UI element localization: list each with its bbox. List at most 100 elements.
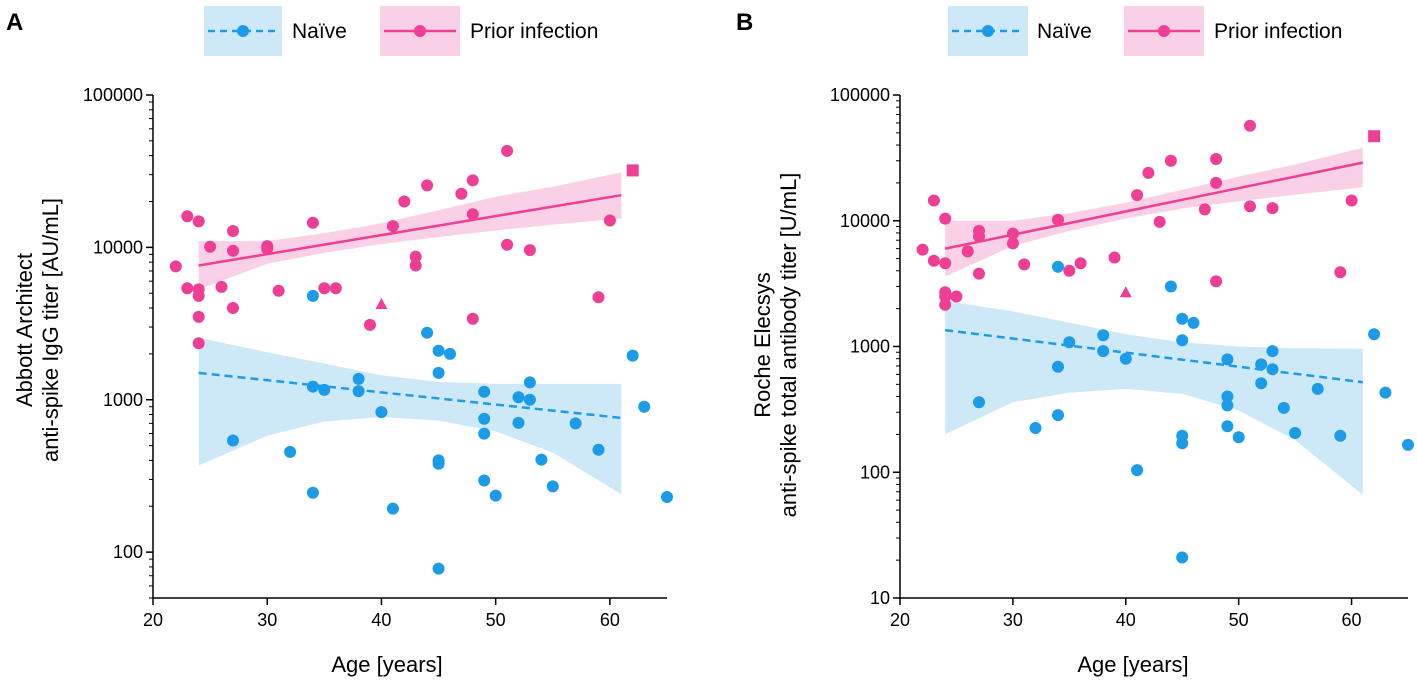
panel-a-naive-point	[306, 486, 319, 499]
panel-b-prior-point	[1198, 203, 1211, 216]
legend-prior-label: Prior infection	[470, 20, 598, 43]
panel-a-naive-point	[284, 445, 297, 458]
panel-a-prior-point	[603, 214, 616, 227]
panel-a-naive-fit-line	[198, 371, 622, 420]
legend-naive-label: Naïve	[292, 20, 347, 43]
panel-a-prior-point	[398, 195, 411, 208]
panel-b-x-tick-label: 60	[1342, 610, 1362, 630]
panel-b-naive-point	[1176, 312, 1189, 325]
panel-b-x-tick-label: 30	[1003, 610, 1023, 630]
panel-a-prior-point	[181, 210, 194, 223]
panel-a-naive-point	[432, 344, 445, 357]
panel-b-prior-point	[1108, 251, 1121, 264]
panel-b-naive-point	[1379, 386, 1392, 399]
panel-a-prior-point	[261, 242, 274, 255]
panel-b-naive-point	[1255, 358, 1268, 371]
panel-b-prior-point	[1131, 189, 1144, 202]
panel-a-naive-point	[318, 383, 331, 396]
panel-b-prior-point	[939, 298, 952, 311]
panel-a-naive-point	[352, 372, 365, 385]
panel-b-prior-point	[1334, 266, 1347, 279]
panel-a-y-tick-label: 10000	[93, 237, 143, 257]
panel-a: A Naïve Prior infection 100 1000 10000 1000…	[6, 6, 673, 677]
panel-a-x-tick-label: 20	[143, 610, 163, 630]
panel-b-y-axis-title-line2: anti-spike total antibody titer [U/mL]	[776, 173, 801, 518]
panel-a-prior-point	[227, 225, 239, 237]
panel-b-prior-point	[939, 212, 952, 225]
panel-b-naive-point	[1289, 427, 1302, 439]
panel-a-naive-confidence-band	[198, 337, 622, 495]
panel-a-prior-point	[169, 260, 182, 273]
panel-b-x-tick-label: 20	[890, 610, 910, 630]
panel-a-x-tick-label: 40	[371, 610, 391, 630]
panel-b-prior-point	[1244, 200, 1256, 213]
panel-b: B Naïve Prior infection 1010010001000010…	[736, 6, 1414, 677]
panel-b-prior-point	[973, 267, 985, 280]
panel-a-prior-point	[466, 312, 479, 325]
panel-b-prior-point	[1164, 154, 1177, 167]
panel-b-prior-point	[1210, 275, 1223, 288]
panel-b-prior-point	[950, 290, 963, 303]
panel-a-prior-point	[592, 291, 605, 304]
panel-a-prior-point	[215, 280, 228, 293]
panel-a-prior-point	[364, 318, 376, 331]
legend-naive-label: Naïve	[1037, 20, 1092, 43]
panel-b-naive-point	[1097, 329, 1110, 342]
panel-a-prior-point	[227, 302, 239, 314]
panel-b-y-axis-title-line1: Roche Elecsys	[750, 272, 775, 418]
panel-a-naive-point	[592, 443, 605, 456]
panel-a-prior-point	[181, 282, 194, 295]
panel-a-prior-point	[227, 244, 239, 257]
panel-a-naive-point	[375, 406, 388, 419]
panel-b-square-marker	[1368, 130, 1381, 143]
panel-a-naive-point	[512, 391, 525, 404]
panel-b-x-tick-label: 40	[1116, 610, 1136, 630]
panel-a-prior-point	[192, 337, 205, 350]
panel-a-x-tick-label: 50	[486, 610, 506, 630]
panel-a-y-axis-title-line2: anti-spike IgG titer [AU/mL]	[38, 198, 63, 462]
panel-b-triangle-marker	[1119, 286, 1132, 298]
panel-b-prior-point	[961, 245, 974, 258]
panel-a-x-tick-label: 30	[257, 610, 277, 630]
panel-b-plot: 10 100 1000 10000 100000 20 30 40 50 60	[830, 85, 1414, 630]
panel-a-prior-point	[192, 310, 205, 323]
panel-a-letter: A	[6, 9, 23, 36]
panel-b-naive-point	[1164, 280, 1177, 293]
panel-a-naive-point	[352, 385, 365, 398]
panel-a-naive-point	[432, 562, 445, 575]
panel-a-prior-point	[192, 215, 205, 228]
panel-a-naive-point	[432, 457, 445, 470]
panel-a-prior-point	[523, 244, 536, 257]
panel-a-square-marker	[626, 164, 639, 177]
panel-b-naive-point	[1119, 352, 1132, 365]
panel-b-naive-fit-line	[945, 328, 1363, 384]
panel-a-prior-point	[306, 216, 319, 229]
panel-a-prior-point	[501, 238, 514, 251]
panel-b-prior-point	[1142, 166, 1155, 179]
panel-a-prior-point	[466, 174, 479, 187]
panel-a-y-tick-label: 100000	[83, 85, 143, 105]
panel-b-prior-point	[1244, 119, 1256, 132]
panel-a-plot: 100 1000 10000 100000 20 30 40 50 60	[83, 85, 673, 630]
panel-a-prior-point	[501, 144, 514, 157]
panel-b-naive-point	[1221, 420, 1234, 433]
panel-a-x-axis-title: Age [years]	[331, 652, 442, 677]
panel-b-prior-point	[1018, 258, 1031, 271]
panel-a-x-tick-label: 60	[600, 610, 620, 630]
panel-b-naive-point	[1334, 429, 1347, 442]
panel-a-naive-point	[489, 489, 502, 502]
panel-a-naive-point	[569, 417, 582, 430]
legend-prior-marker	[1158, 25, 1170, 37]
panel-a-naive-point	[523, 376, 536, 389]
panel-b-naive-point	[1176, 551, 1189, 564]
panel-b-prior-point	[1210, 176, 1223, 189]
panel-b-naive-point	[1221, 353, 1234, 366]
panel-b-naive-point	[1277, 401, 1290, 414]
panel-b-prior-confidence-band	[945, 147, 1363, 277]
panel-b-y-tick-label: 10	[870, 588, 890, 608]
panel-a-y-axis-title-line1: Abbott Architect	[12, 253, 37, 407]
panel-a-prior-point	[409, 259, 422, 272]
panel-a-triangle-marker	[375, 298, 388, 310]
legend-naive-marker	[237, 25, 249, 37]
panel-a-naive-point	[478, 412, 491, 425]
